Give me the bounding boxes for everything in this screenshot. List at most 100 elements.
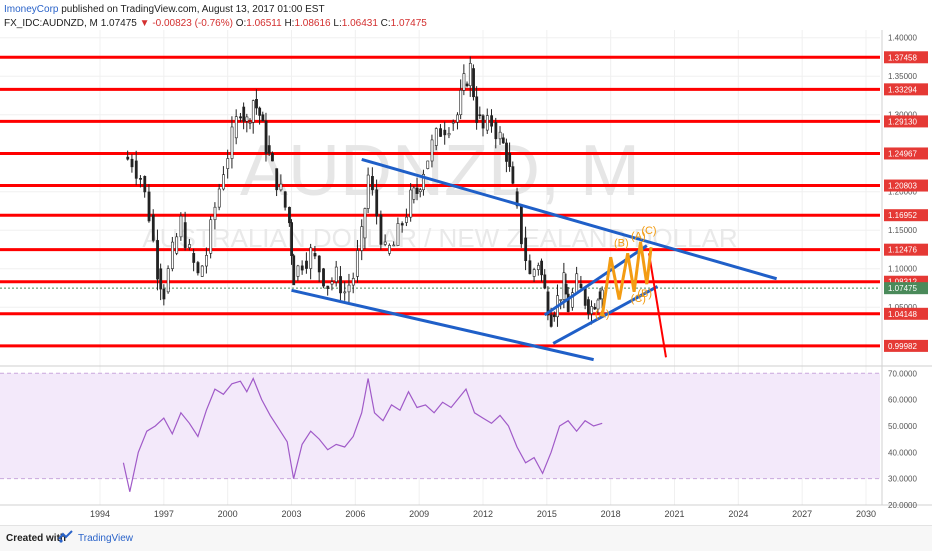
- candle-body: [511, 166, 515, 184]
- candle-body: [205, 255, 208, 267]
- candle-body: [583, 287, 587, 306]
- chart-header: ImoneyCorp published on TradingView.com,…: [0, 0, 932, 30]
- candle-body: [126, 156, 130, 160]
- open-value: 1.06511: [246, 18, 282, 29]
- candle-body: [519, 205, 523, 245]
- trendline[interactable]: [552, 285, 659, 345]
- rsi-band: [0, 365, 932, 480]
- rsi-tick-label: 20.0000: [888, 501, 917, 510]
- candle-body: [579, 283, 583, 288]
- x-tick-label: 2000: [218, 509, 238, 519]
- candle-body: [309, 247, 313, 269]
- x-tick-label: 2003: [281, 509, 301, 519]
- candle-body: [515, 191, 519, 207]
- trendline[interactable]: [291, 288, 594, 362]
- level-price-tag: [884, 51, 928, 64]
- footer-bar: Created with TradingView: [0, 525, 932, 551]
- candle-body: [593, 306, 597, 310]
- y-tick-label: 1.15000: [888, 226, 917, 235]
- candle-body: [443, 129, 447, 136]
- y-tick-label: 1.05000: [888, 303, 917, 312]
- level-price-text: 1.33294: [888, 85, 917, 94]
- tradingview-logo-icon[interactable]: [58, 530, 74, 544]
- candle-body: [426, 160, 430, 169]
- candle-body: [564, 283, 568, 295]
- support-resistance-levels[interactable]: [0, 55, 880, 348]
- wave-label: (B): [614, 237, 629, 249]
- wave-label: (C): [641, 225, 656, 237]
- candle-body: [217, 188, 221, 208]
- candle-body: [422, 174, 425, 191]
- candle-body: [242, 106, 246, 122]
- candle-body: [465, 83, 469, 87]
- rsi-tick-label: 40.0000: [888, 448, 917, 457]
- y-tick-label: 1.20000: [888, 188, 917, 197]
- candle-body: [409, 189, 413, 218]
- level-price-text: 1.24967: [888, 149, 917, 158]
- candle-body: [162, 288, 166, 300]
- wave-label: (B): [637, 288, 652, 300]
- tradingview-brand[interactable]: TradingView: [78, 533, 134, 544]
- open-label: O:: [235, 18, 247, 29]
- candle-body: [498, 131, 502, 140]
- current-price-text: 1.07475: [888, 284, 917, 293]
- x-tick-label: 2018: [601, 509, 621, 519]
- low-value: 1.06431: [341, 18, 378, 29]
- candle-body: [363, 208, 367, 239]
- candle-body: [383, 241, 387, 245]
- candle-body: [296, 265, 300, 277]
- projection-line[interactable]: [647, 253, 667, 358]
- x-tick-label: 1994: [90, 509, 110, 519]
- candle-body: [347, 284, 351, 293]
- watermark-symbol: AUDNZD, M: [240, 131, 640, 211]
- candle-body: [290, 222, 294, 257]
- candle-body: [143, 176, 147, 193]
- candle-body: [490, 115, 494, 127]
- candle-body: [292, 255, 296, 286]
- x-tick-label: 2006: [345, 509, 365, 519]
- candle-body: [179, 215, 183, 238]
- candle-body: [462, 73, 466, 91]
- high-label: H:: [284, 18, 295, 29]
- candle-body: [255, 99, 258, 109]
- candle-body: [234, 116, 238, 139]
- axes: 1994 1997 2000 2003 2006 2009 2012 2015 2018 2021…: [0, 30, 932, 519]
- trendline[interactable]: [361, 157, 778, 281]
- candle-body: [459, 90, 463, 116]
- candle-body: [400, 223, 404, 226]
- candle-body: [552, 314, 556, 318]
- candle-body: [360, 226, 364, 251]
- candle-body: [505, 142, 508, 162]
- candle-body: [183, 222, 187, 248]
- published-info: published on TradingView.com, August 13,…: [61, 4, 325, 15]
- candle-body: [418, 189, 422, 193]
- candle-body: [379, 214, 383, 245]
- created-with-label: Created with: [6, 533, 67, 544]
- level-price-text: 1.16952: [888, 211, 917, 220]
- symbol-label[interactable]: FX_IDC:AUDNZD, M: [4, 18, 98, 29]
- candle-body: [156, 240, 159, 280]
- candle-body: [528, 260, 532, 275]
- candle-body: [549, 314, 553, 327]
- chart-canvas[interactable]: AUDNZD, M AUSTRALIAN DOLLAR / NEW ZEALAN…: [0, 0, 932, 525]
- wave-label: (C): [631, 293, 646, 305]
- symbol-line: FX_IDC:AUDNZD, M 1.07475 ▼ -0.00823 (-0.…: [4, 18, 427, 29]
- trendlines[interactable]: [291, 157, 778, 362]
- x-tick-label: 2024: [728, 509, 748, 519]
- candle-body: [305, 260, 308, 269]
- candle-body: [222, 174, 225, 190]
- candle-body: [239, 116, 242, 119]
- candle-body: [590, 306, 594, 314]
- candle-body: [213, 206, 217, 221]
- low-label: L:: [333, 18, 342, 29]
- publisher-name[interactable]: ImoneyCorp: [4, 4, 59, 15]
- close-value: 1.07475: [390, 18, 427, 29]
- candle-body: [251, 100, 255, 123]
- candle-body: [175, 236, 179, 254]
- candle-body: [587, 299, 590, 314]
- y-tick-label: 1.10000: [888, 265, 917, 274]
- candle-body: [396, 223, 400, 246]
- high-value: 1.08616: [294, 18, 331, 29]
- rsi-tick-label: 60.0000: [888, 396, 917, 405]
- level-price-text: 1.12476: [888, 246, 917, 255]
